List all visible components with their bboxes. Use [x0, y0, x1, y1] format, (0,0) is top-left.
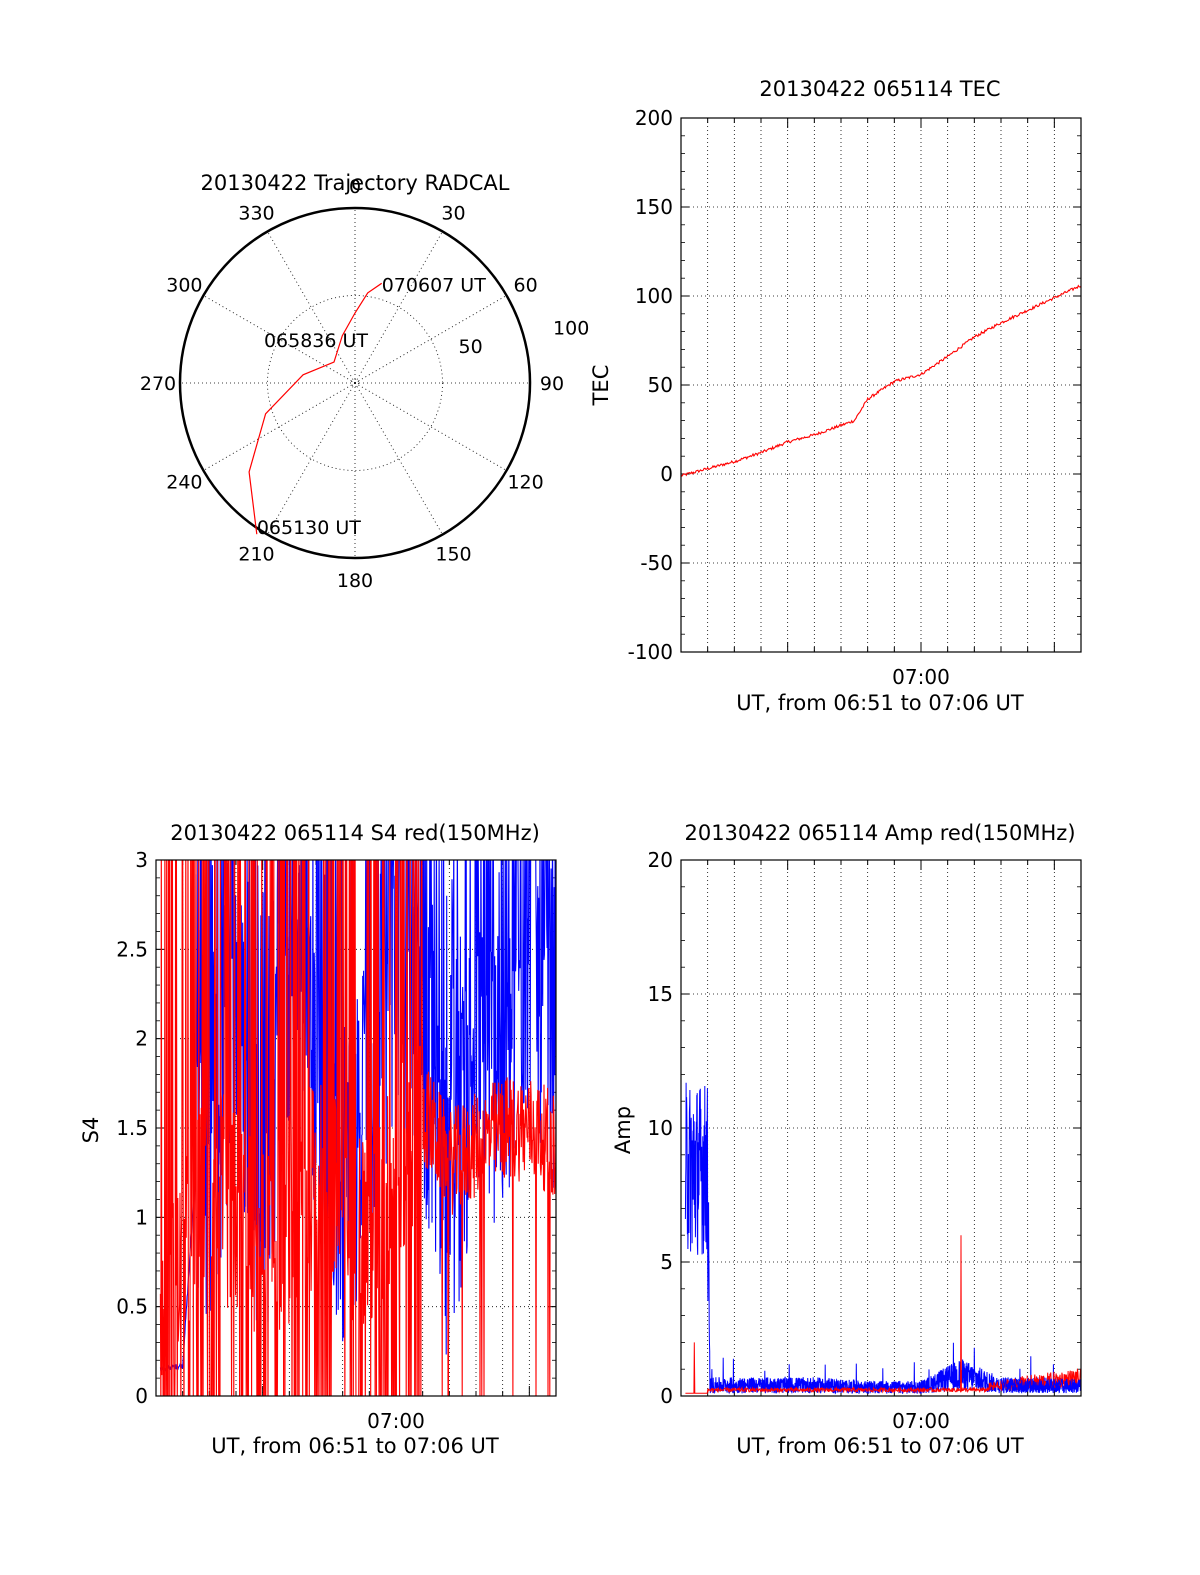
polar-angle-label: 270: [140, 373, 176, 395]
series-group: [681, 284, 1081, 477]
plot-frame: [155, 859, 557, 1397]
tec-ylabel: TEC: [589, 365, 613, 407]
polar-plot: 0 30 60 90 120 150 180 210 240 270 300 330 50 100 0706…: [140, 176, 589, 592]
plot-frame: [680, 117, 1082, 653]
polar-angle-label: 30: [441, 202, 465, 224]
y-tick-label: 150: [635, 195, 673, 219]
polar-angle-label: 150: [435, 544, 471, 566]
grid-lines: [681, 118, 1081, 652]
y-tick-label: 2: [135, 1027, 148, 1051]
polar-spoke: [354, 382, 443, 535]
trajectory-title: 20130422 Trajectory RADCAL: [201, 171, 510, 195]
y-tick-label: 15: [648, 982, 673, 1006]
polar-angle-label: 60: [514, 275, 538, 297]
polar-ring: [351, 379, 359, 387]
y-tick-label: 20: [648, 848, 673, 872]
s4-plot-area: 3 2.5 2 1.5 1 0.5 0 07:00: [116, 848, 557, 1433]
tec-xlabel: UT, from 06:51 to 07:06 UT: [736, 691, 1024, 715]
tec-panel: 20130422 065114 TEC UT, from 06:51 to 07…: [589, 77, 1082, 715]
polar-radial-label: 50: [458, 336, 482, 358]
polar-angle-label: 0: [349, 176, 361, 198]
amp-blue-series: [684, 1082, 1081, 1395]
y-tick-label: 100: [635, 284, 673, 308]
y-tick-label: 2.5: [116, 937, 148, 961]
s4-panel: 20130422 065114 S4 red(150MHz) UT, from …: [79, 821, 557, 1458]
polar-spoke: [354, 295, 507, 384]
polar-spoke: [267, 382, 356, 535]
amp-xlabel: UT, from 06:51 to 07:06 UT: [736, 1434, 1024, 1458]
y-tick-label: 0: [135, 1384, 148, 1408]
x-tick-label: 07:00: [367, 1409, 425, 1433]
y-tick-label: 50: [648, 373, 673, 397]
y-tick-label: -50: [640, 551, 673, 575]
tec-title: 20130422 065114 TEC: [759, 77, 1000, 101]
trajectory-line: [248, 282, 383, 535]
y-tick-label: 0: [660, 462, 673, 486]
amp-blue-series-tail: [1000, 1376, 1081, 1393]
polar-angle-label: 210: [238, 544, 274, 566]
y-tick-label: 1.5: [116, 1116, 148, 1140]
x-tick-label: 07:00: [892, 1409, 950, 1433]
plot-frame: [680, 859, 1082, 1397]
polar-spoke: [267, 231, 356, 384]
polar-spoke: [354, 231, 443, 384]
amp-title: 20130422 065114 Amp red(150MHz): [684, 821, 1075, 845]
polar-angle-label: 240: [166, 472, 202, 494]
y-tick-label: -100: [628, 640, 673, 664]
s4-red-series: [159, 860, 556, 1396]
amp-panel: 20130422 065114 Amp red(150MHz) UT, from…: [611, 821, 1082, 1458]
s4-title: 20130422 065114 S4 red(150MHz): [170, 821, 540, 845]
trajectory-panel: 20130422 Trajectory RADCAL 0 30 60 90 120 150…: [140, 171, 589, 592]
trajectory-annotation: 065836 UT: [264, 330, 368, 352]
y-tick-label: 0.5: [116, 1295, 148, 1319]
y-tick-label: 200: [635, 106, 673, 130]
polar-spoke: [354, 382, 507, 471]
polar-outer-circle: [178, 206, 532, 560]
trajectory-annotation: 070607 UT: [382, 274, 486, 296]
polar-angle-label: 300: [166, 275, 202, 297]
x-tick-label: 07:00: [892, 665, 950, 689]
y-tick-label: 1: [135, 1205, 148, 1229]
y-tick-label: 10: [648, 1116, 673, 1140]
tec-plot-area: 200 150 100 50 0 -50 -100 07:00: [628, 106, 1082, 689]
s4-xlabel: UT, from 06:51 to 07:06 UT: [211, 1434, 499, 1458]
amp-ylabel: Amp: [611, 1106, 635, 1154]
polar-ring: [267, 295, 443, 471]
s4-ylabel: S4: [79, 1117, 103, 1144]
grid-lines: [681, 860, 1081, 1396]
y-tick-label: 3: [135, 848, 148, 872]
y-tick-label: 0: [660, 1384, 673, 1408]
polar-angle-label: 120: [507, 472, 543, 494]
amp-plot-area: 20 15 10 5 0 07:00: [648, 848, 1082, 1433]
tec-series-line: [681, 284, 1081, 477]
trajectory-annotation: 065130 UT: [257, 517, 361, 539]
series-group: [684, 1082, 1081, 1395]
amp-red-series: [685, 1235, 1081, 1394]
polar-angle-label: 180: [337, 570, 373, 592]
polar-angle-label: 90: [540, 373, 564, 395]
series-group: [159, 860, 556, 1396]
polar-radial-label: 100: [553, 318, 589, 340]
polar-angle-label: 330: [238, 202, 274, 224]
y-tick-label: 5: [660, 1250, 673, 1274]
